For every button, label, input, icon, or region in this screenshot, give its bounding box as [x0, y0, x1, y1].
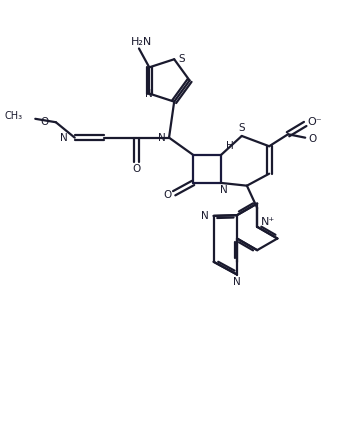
- Text: N: N: [233, 277, 241, 287]
- Text: O⁻: O⁻: [307, 117, 322, 127]
- Text: O: O: [40, 117, 48, 127]
- Text: O: O: [132, 164, 141, 173]
- Text: N: N: [220, 185, 228, 196]
- Text: H: H: [226, 141, 233, 151]
- Text: N: N: [201, 211, 209, 221]
- Text: S: S: [238, 123, 245, 133]
- Text: N: N: [158, 133, 165, 143]
- Text: S: S: [178, 54, 185, 64]
- Text: N⁺: N⁺: [261, 217, 275, 227]
- Text: O: O: [308, 134, 317, 145]
- Text: N: N: [145, 88, 153, 99]
- Text: N: N: [60, 133, 68, 143]
- Text: H₂N: H₂N: [131, 37, 152, 47]
- Text: CH₃: CH₃: [4, 111, 22, 121]
- Text: O: O: [163, 190, 171, 200]
